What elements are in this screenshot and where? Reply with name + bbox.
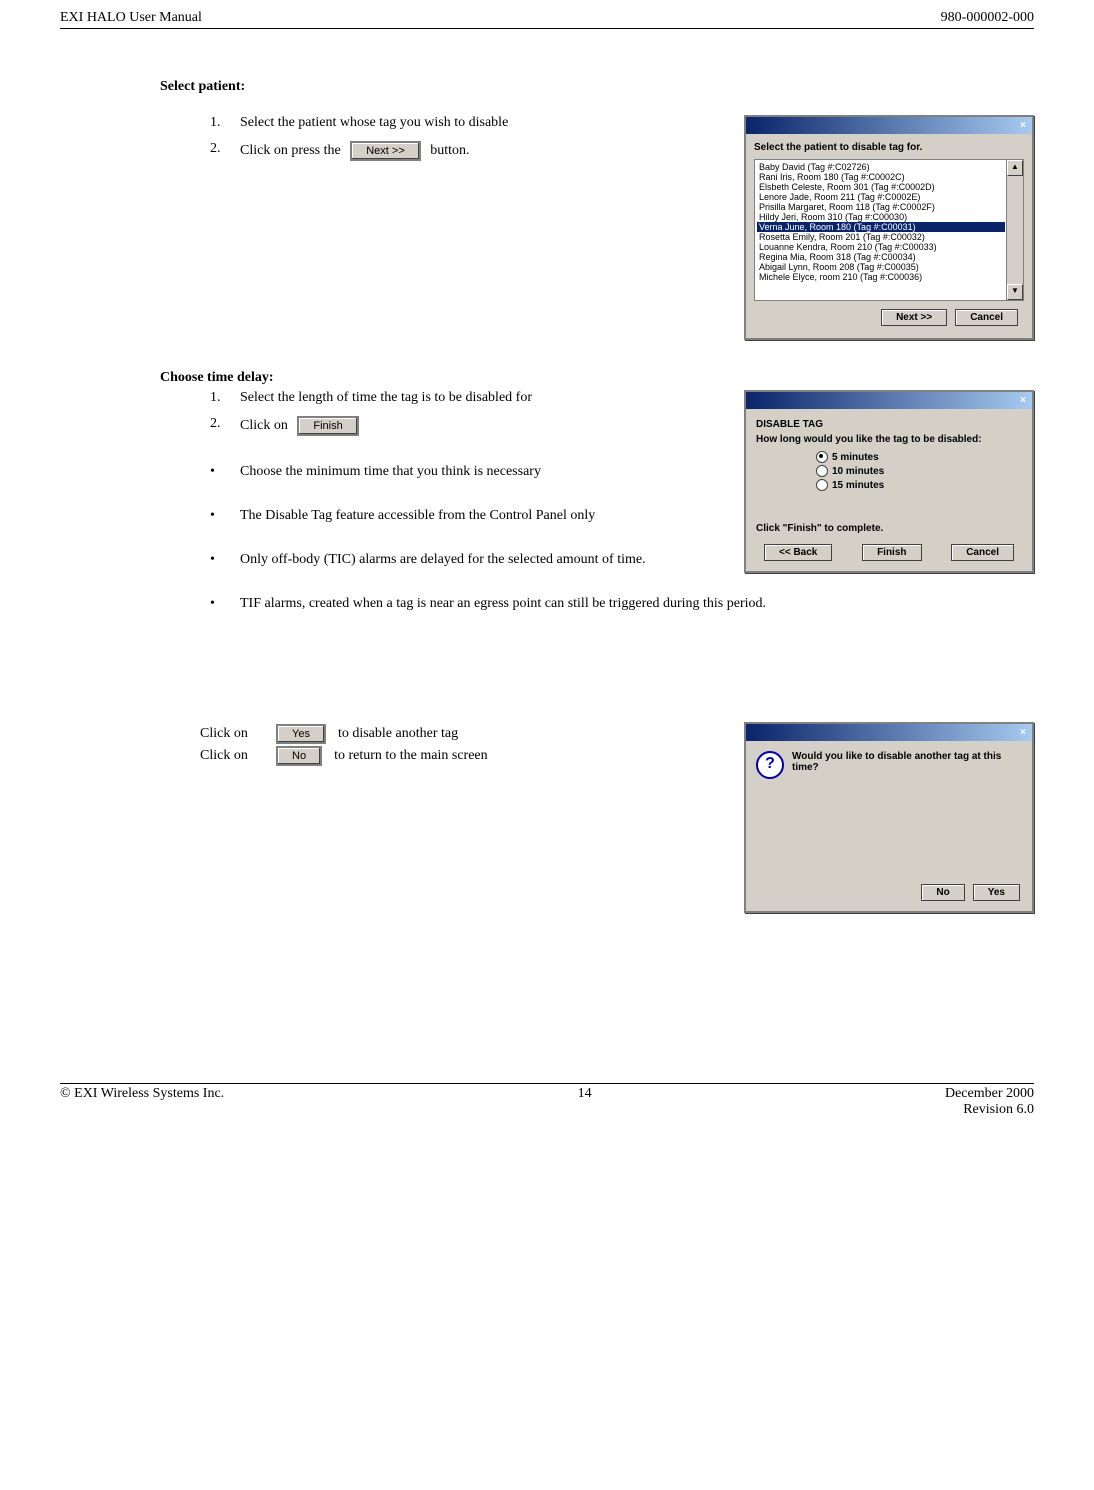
finish-button-inline[interactable]: Finish [297, 416, 358, 436]
list-item[interactable]: Hildy Jeri, Room 310 (Tag #:C00030) [757, 212, 1005, 222]
list-item[interactable]: Michele Elyce, room 210 (Tag #:C00036) [757, 272, 1005, 282]
section2-title: Choose time delay: [160, 370, 1034, 386]
list-item[interactable]: Baby David (Tag #:C02726) [757, 162, 1005, 172]
dialog2-finish-button[interactable]: Finish [862, 544, 921, 561]
dialog1-next-button[interactable]: Next >> [881, 309, 947, 326]
list-item[interactable]: Abigail Lynn, Room 208 (Tag #:C00035) [757, 262, 1005, 272]
s2-b3: • Only off-body (TIC) alarms are delayed… [210, 552, 724, 568]
radio-label: 15 minutes [832, 480, 884, 491]
dialog1-prompt: Select the patient to disable tag for. [754, 142, 1024, 153]
radio-label: 10 minutes [832, 466, 884, 477]
dialog-select-patient: × Select the patient to disable tag for.… [744, 115, 1034, 340]
dialog3-no-button[interactable]: No [921, 884, 964, 901]
footer-center: 14 [578, 1086, 592, 1118]
section1-title: Select patient: [160, 79, 1034, 95]
dialog2-cancel-button[interactable]: Cancel [951, 544, 1014, 561]
radio-option[interactable]: 10 minutes [816, 465, 1022, 477]
list-item[interactable]: Elsbeth Celeste, Room 301 (Tag #:C0002D) [757, 182, 1005, 192]
patient-listbox[interactable]: Baby David (Tag #:C02726)Rani Iris, Room… [754, 159, 1024, 301]
dialog2-back-button[interactable]: << Back [764, 544, 832, 561]
close-icon[interactable]: × [1020, 727, 1026, 738]
header-left: EXI HALO User Manual [60, 10, 202, 26]
s2-b1: • Choose the minimum time that you think… [210, 464, 724, 480]
page-footer: © EXI Wireless Systems Inc. 14 December … [60, 1083, 1034, 1118]
click-no-line: Click on No to return to the main screen [200, 746, 724, 766]
dialog3-prompt: Would you like to disable another tag at… [792, 751, 1022, 773]
radio-icon[interactable] [816, 479, 828, 491]
dialog2-titlebar: × [746, 392, 1032, 409]
dialog-another-tag: × ? Would you like to disable another ta… [744, 722, 1034, 913]
dialog1-titlebar: × [746, 117, 1032, 134]
radio-label: 5 minutes [832, 452, 879, 463]
header-right: 980-000002-000 [941, 10, 1034, 26]
s1-item2: 2. Click on press the Next >> button. [210, 141, 724, 161]
s1-item1: 1. Select the patient whose tag you wish… [210, 115, 724, 131]
s2-ol1: 1. Select the length of time the tag is … [210, 390, 724, 406]
list-item[interactable]: Regina Mia, Room 318 (Tag #:C00034) [757, 252, 1005, 262]
scroll-down-icon[interactable]: ▼ [1007, 284, 1023, 300]
yes-button-inline[interactable]: Yes [276, 724, 326, 744]
dialog-disable-tag: × DISABLE TAG How long would you like th… [744, 390, 1034, 573]
dialog3-titlebar: × [746, 724, 1032, 741]
click-yes-line: Click on Yes to disable another tag [200, 724, 724, 744]
list-item[interactable]: Louanne Kendra, Room 210 (Tag #:C00033) [757, 242, 1005, 252]
page-header: EXI HALO User Manual 980-000002-000 [60, 10, 1034, 29]
close-icon[interactable]: × [1020, 120, 1026, 131]
list-item[interactable]: Verna June, Room 180 (Tag #:C00031) [757, 222, 1005, 232]
s2-b2: • The Disable Tag feature accessible fro… [210, 508, 724, 524]
dialog3-yes-button[interactable]: Yes [973, 884, 1020, 901]
footer-right: December 2000 Revision 6.0 [945, 1086, 1034, 1118]
s2-b4: • TIF alarms, created when a tag is near… [210, 596, 1034, 612]
list-item[interactable]: Lenore Jade, Room 211 (Tag #:C0002E) [757, 192, 1005, 202]
next-button-inline[interactable]: Next >> [350, 141, 421, 161]
list-item[interactable]: Rosetta Emily, Room 201 (Tag #:C00032) [757, 232, 1005, 242]
dialog2-prompt: How long would you like the tag to be di… [756, 434, 1022, 445]
radio-icon[interactable] [816, 451, 828, 463]
dialog2-heading: DISABLE TAG [756, 419, 1022, 430]
scroll-up-icon[interactable]: ▲ [1007, 160, 1023, 176]
question-icon: ? [756, 751, 784, 779]
dialog1-cancel-button[interactable]: Cancel [955, 309, 1018, 326]
radio-icon[interactable] [816, 465, 828, 477]
list-item[interactable]: Rani Iris, Room 180 (Tag #:C0002C) [757, 172, 1005, 182]
radio-option[interactable]: 15 minutes [816, 479, 1022, 491]
close-icon[interactable]: × [1020, 395, 1026, 406]
s2-ol2: 2. Click on Finish [210, 416, 724, 436]
list-item[interactable]: Prisilla Margaret, Room 118 (Tag #:C0002… [757, 202, 1005, 212]
footer-left: © EXI Wireless Systems Inc. [60, 1086, 224, 1118]
radio-option[interactable]: 5 minutes [816, 451, 1022, 463]
dialog2-footer-text: Click "Finish" to complete. [756, 523, 1022, 534]
no-button-inline[interactable]: No [276, 746, 322, 766]
scrollbar[interactable]: ▲ ▼ [1006, 160, 1023, 300]
